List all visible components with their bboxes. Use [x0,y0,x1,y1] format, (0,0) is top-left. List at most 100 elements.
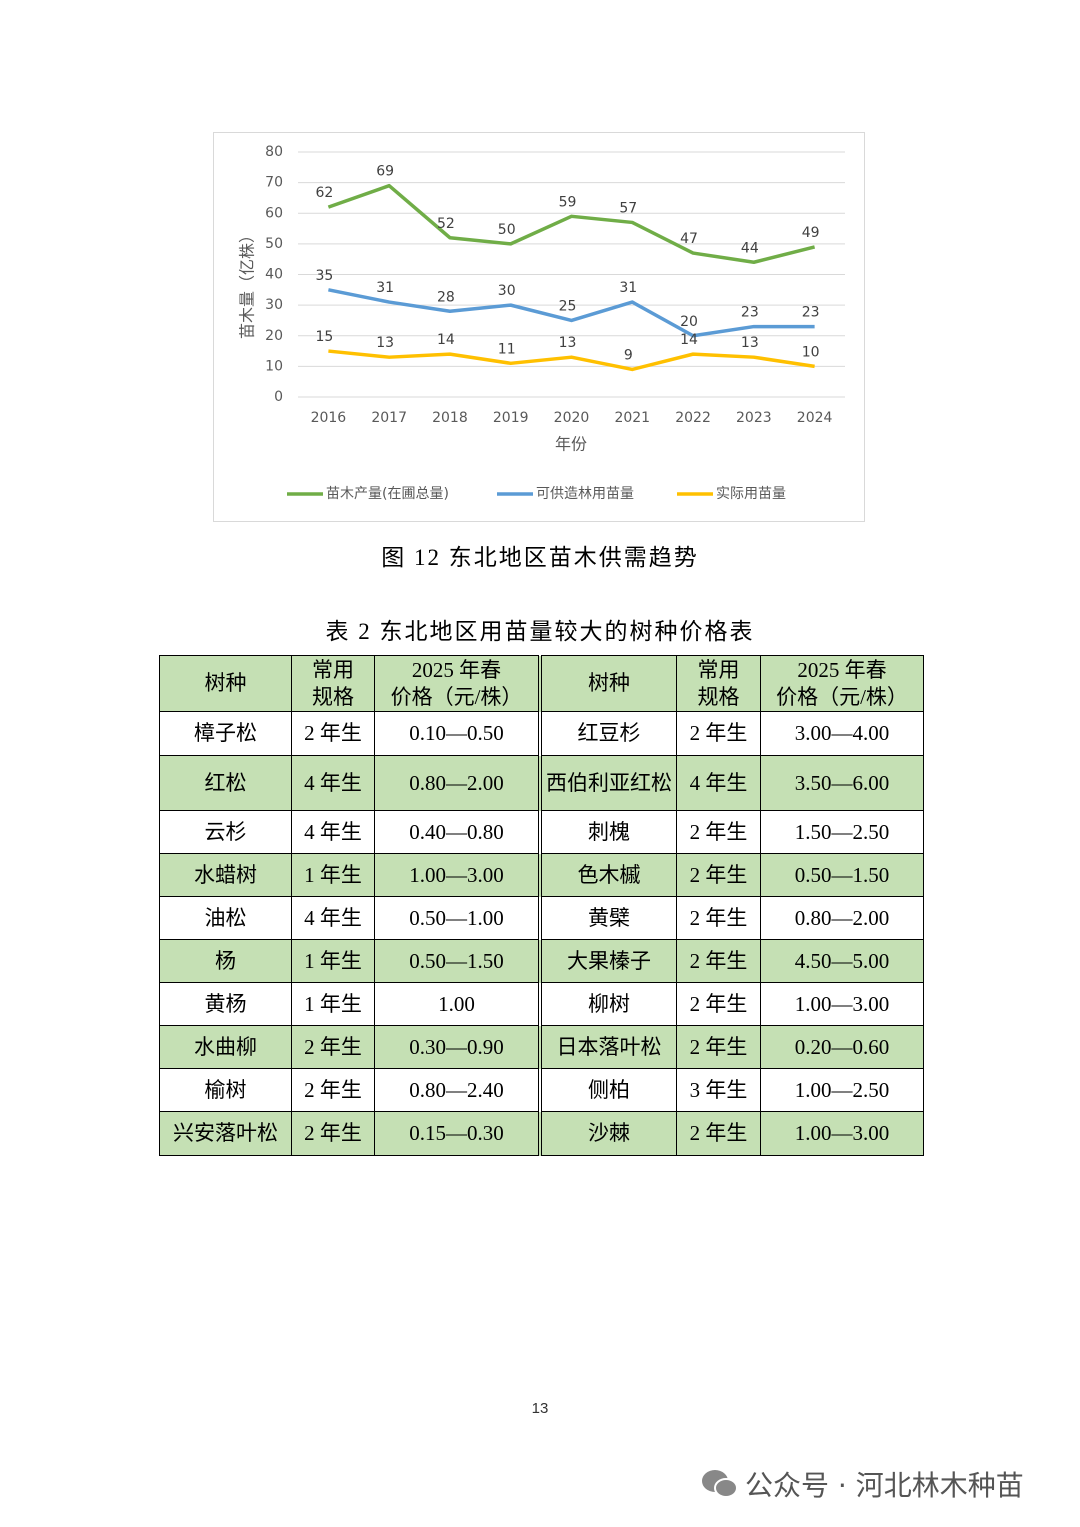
data-label: 35 [315,268,333,284]
data-label: 47 [680,231,698,247]
data-label: 13 [559,335,577,351]
x-tick-label: 2018 [432,410,468,426]
x-tick-label: 2024 [797,410,833,426]
watermark: 公众号 · 河北林木种苗 [745,1469,1024,1502]
figure-caption: 图 12 东北地区苗木供需趋势 [381,545,699,570]
table-cell: 兴安落叶松 [159,1111,292,1156]
table-cell: 1.00—3.00 [760,982,924,1026]
table-row: 水曲柳 2 年生 0.30—0.90 日本落叶松 2 年生 0.20—0.60 [159,1025,924,1069]
table-cell: 2 年生 [291,1111,375,1156]
data-label: 11 [498,341,516,357]
table-cell: 3 年生 [676,1068,761,1112]
table-cell: 1.00—3.00 [374,853,541,897]
data-label: 57 [619,200,637,216]
table-cell: 刺槐 [538,810,677,854]
table-row: 榆树 2 年生 0.80—2.40 侧柏 3 年生 1.00—2.50 [159,1068,924,1112]
table-cell: 黄檗 [538,896,677,940]
table-cell: 2 年生 [676,1111,761,1156]
table-row: 樟子松 2 年生 0.10—0.50 红豆杉 2 年生 3.00—4.00 [159,711,924,756]
table-cell: 2 年生 [291,711,375,756]
table-cell: 红豆杉 [538,711,677,756]
table-cell: 2 年生 [676,939,761,983]
data-label: 50 [498,222,516,238]
table-cell: 0.50—1.00 [374,896,541,940]
x-tick-label: 2021 [614,410,650,426]
chart: 年份 苗木量（亿株） 0 10 20 30 40 50 60 70 80 2016 2017 2018… [213,132,865,522]
data-label: 23 [802,305,820,321]
page-number: 13 [531,1400,549,1417]
table-cell: 0.80—2.00 [374,755,541,811]
x-tick-label: 2016 [311,410,347,426]
table-cell: 0.80—2.40 [374,1068,541,1112]
y-tick-label: 60 [265,205,283,221]
table-row: 树种 常用 规格 2025 年春 价格（元/株） 树种 常用 规格 2025 年春 价格（… [159,655,924,712]
table-cell: 树种 [538,655,677,712]
table-cell: 2 年生 [291,1025,375,1069]
table-cell: 0.50—1.50 [760,853,924,897]
wechat-icon [702,1470,738,1498]
x-tick-label: 2020 [554,410,590,426]
table-row: 云杉 4 年生 0.40—0.80 刺槐 2 年生 1.50—2.50 [159,810,924,854]
series-line [328,288,815,338]
table-cell: 黄杨 [159,982,292,1026]
table-cell: 日本落叶松 [538,1025,677,1069]
y-tick-label: 10 [265,358,283,374]
table-cell: 2025 年春 价格（元/株） [760,655,924,712]
legend-label: 实际用苗量 [716,486,786,502]
table-cell: 2 年生 [676,896,761,940]
x-tick-label: 2023 [736,410,772,426]
table-cell: 0.20—0.60 [760,1025,924,1069]
data-label: 69 [376,164,394,180]
data-label: 25 [559,298,577,314]
y-tick-label: 20 [265,328,283,344]
table-cell: 2 年生 [676,982,761,1026]
y-tick-label: 30 [265,297,283,313]
data-label: 14 [437,332,455,348]
x-axis-label: 年份 [555,435,587,454]
data-label: 14 [680,332,698,348]
table-row: 油松 4 年生 0.50—1.00 黄檗 2 年生 0.80—2.00 [159,896,924,940]
table-cell: 0.50—1.50 [374,939,541,983]
table-cell: 西伯利亚红松 [538,755,677,811]
table-row: 兴安落叶松 2 年生 0.15—0.30 沙棘 2 年生 1.00—3.00 [159,1111,924,1156]
data-label: 15 [315,329,333,345]
table-cell: 1.00 [374,982,541,1026]
data-label: 20 [680,314,698,330]
table-cell: 常用 规格 [291,655,375,712]
table-cell: 2 年生 [291,1068,375,1112]
table-cell: 树种 [159,655,292,712]
series-line [327,183,816,264]
table-cell: 4 年生 [291,810,375,854]
table-cell: 2 年生 [676,711,761,756]
data-label: 13 [376,335,394,351]
table-cell: 3.00—4.00 [760,711,924,756]
table-cell: 0.30—0.90 [374,1025,541,1069]
table-row: 红松 4 年生 0.80—2.00 西伯利亚红松 4 年生 3.50—6.00 [159,755,924,811]
table-cell: 1 年生 [291,982,375,1026]
table-cell: 侧柏 [538,1068,677,1112]
table-cell: 1.00—2.50 [760,1068,924,1112]
price-table: 树种 常用 规格 2025 年春 价格（元/株） 树种 常用 规格 2025 年春 价格（… [159,655,924,1156]
legend-label: 可供造林用苗量 [536,486,634,502]
table-cell: 4 年生 [291,896,375,940]
table-cell: 柳树 [538,982,677,1026]
y-tick-label: 70 [265,175,283,191]
table-cell: 常用 规格 [676,655,761,712]
table-cell: 0.40—0.80 [374,810,541,854]
table-cell: 红松 [159,755,292,811]
data-label: 31 [376,280,394,296]
data-label: 28 [437,289,455,305]
data-label: 62 [315,185,333,201]
table-cell: 1.50—2.50 [760,810,924,854]
table-cell: 2 年生 [676,853,761,897]
data-label: 49 [802,225,820,241]
table-title: 表 2 东北地区用苗量较大的树种价格表 [325,619,755,644]
data-label: 13 [741,335,759,351]
data-label: 9 [624,347,633,363]
table-cell: 1 年生 [291,853,375,897]
table-cell: 1 年生 [291,939,375,983]
table-cell: 樟子松 [159,711,292,756]
data-label: 30 [498,283,516,299]
x-tick-label: 2022 [675,410,711,426]
